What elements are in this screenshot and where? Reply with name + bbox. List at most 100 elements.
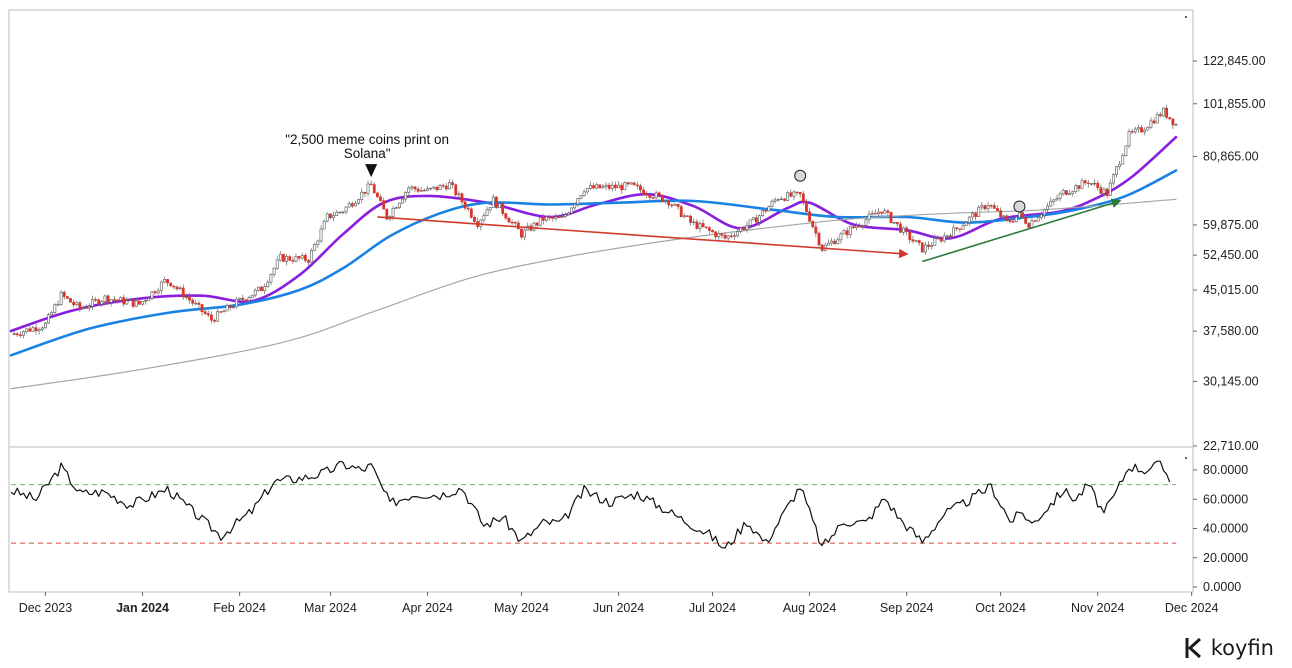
candle-up [601, 186, 605, 189]
candle-up [332, 215, 335, 219]
candle-down [34, 327, 38, 332]
candle-down [28, 328, 32, 332]
candle-up [610, 184, 614, 189]
candle-down [1099, 187, 1103, 194]
candle-up [786, 192, 790, 201]
candle-up [952, 227, 956, 238]
candle-down [106, 295, 110, 303]
candle-down [801, 193, 805, 202]
candle-up [792, 191, 796, 197]
trendline-arrow [922, 198, 1122, 263]
candle-down [369, 183, 373, 186]
candle-down [197, 302, 201, 305]
brand-name: koyfin [1210, 636, 1274, 660]
candle-down [329, 213, 332, 219]
candle-down [789, 192, 793, 197]
y-tick-label: 37,580.00 [1203, 324, 1259, 338]
candle-up [733, 235, 736, 237]
candle-down [1158, 114, 1162, 117]
candle-up [488, 207, 492, 211]
candle-up [438, 184, 442, 191]
candle-up [942, 235, 946, 242]
candle-up [776, 199, 780, 201]
candle-up [25, 328, 29, 332]
candle-down [639, 185, 642, 191]
candle-up [1127, 131, 1131, 147]
candle-down [1083, 180, 1087, 184]
y-tick-label: 45,015.00 [1203, 283, 1259, 297]
candle-up [235, 299, 238, 308]
candle-down [219, 311, 223, 313]
x-tick-label: Jan 2024 [116, 601, 169, 615]
candle-up [595, 184, 599, 189]
candle-down [667, 200, 671, 206]
candle-up [231, 306, 235, 309]
candle-down [1008, 219, 1012, 222]
candle-down [592, 185, 595, 189]
candle-up [294, 256, 298, 262]
candle-up [1074, 185, 1078, 192]
candle-down [84, 307, 88, 309]
candle-down [895, 221, 899, 225]
candle-down [958, 228, 962, 230]
candle-up [839, 233, 843, 241]
candle-down [817, 232, 821, 246]
candle-down [200, 304, 204, 312]
candle-up [576, 198, 580, 205]
candle-down [955, 227, 959, 230]
candle-up [726, 235, 730, 239]
candle-up [335, 211, 339, 216]
candle-up [134, 300, 138, 307]
candle-up [629, 182, 633, 185]
candle-down [983, 205, 987, 210]
y-tick-label: 122,845.00 [1203, 54, 1266, 68]
candle-down [210, 314, 213, 321]
candle-down [466, 207, 470, 210]
candle-down [974, 213, 977, 217]
moving-average-line [10, 198, 1177, 390]
candle-up [588, 185, 592, 189]
candle-up [150, 291, 154, 299]
candle-up [861, 225, 865, 227]
candle-down [614, 184, 617, 189]
candle-up [1108, 182, 1112, 196]
candle-up [945, 235, 949, 237]
candle-down [908, 231, 912, 241]
candle-up [482, 215, 486, 221]
candle-up [144, 300, 148, 302]
candle-down [939, 237, 943, 242]
candle-up [316, 240, 320, 245]
candle-up [103, 295, 107, 302]
candle-up [977, 206, 981, 217]
candle-up [736, 231, 739, 237]
candle-down [642, 189, 646, 195]
candle-up [1111, 174, 1115, 184]
candle-up [936, 237, 940, 240]
event-marker[interactable] [1013, 200, 1026, 213]
candle-down [385, 208, 389, 220]
event-marker[interactable] [794, 169, 807, 182]
candle-up [238, 297, 242, 300]
candle-down [711, 230, 714, 233]
candle-up [1137, 127, 1140, 130]
candle-down [175, 286, 179, 290]
candle-up [692, 221, 696, 223]
candle-up [1071, 191, 1075, 194]
osc-y-tick-label: 40.0000 [1203, 522, 1248, 536]
candle-down [996, 208, 999, 211]
candle-up [930, 245, 934, 247]
candle-down [504, 213, 508, 219]
candle-down [78, 302, 82, 309]
candle-down [811, 220, 815, 228]
candle-down [676, 203, 680, 207]
x-tick-label: May 2024 [494, 601, 549, 615]
candle-up [554, 216, 558, 219]
candle-up [582, 191, 586, 196]
candle-up [848, 226, 852, 236]
candle-up [1052, 199, 1056, 202]
candle-down [116, 299, 119, 301]
candle-up [275, 259, 279, 269]
candle-up [1143, 129, 1147, 133]
candle-up [892, 221, 896, 224]
